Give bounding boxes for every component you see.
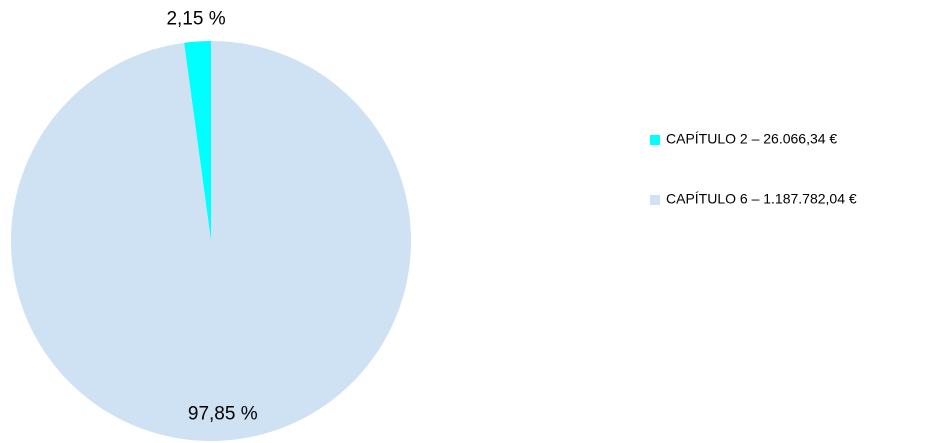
legend-swatch — [650, 195, 660, 205]
legend-swatch — [650, 135, 660, 145]
slice-label: 97,85 % — [188, 404, 258, 425]
pie-slice — [11, 41, 412, 442]
legend-label: CAPÍTULO 2 – 26.066,34 € — [666, 131, 837, 147]
pie-slice — [184, 41, 211, 241]
slice-label: 2,15 % — [166, 9, 225, 30]
legend-label: CAPÍTULO 6 – 1.187.782,04 € — [666, 191, 857, 207]
